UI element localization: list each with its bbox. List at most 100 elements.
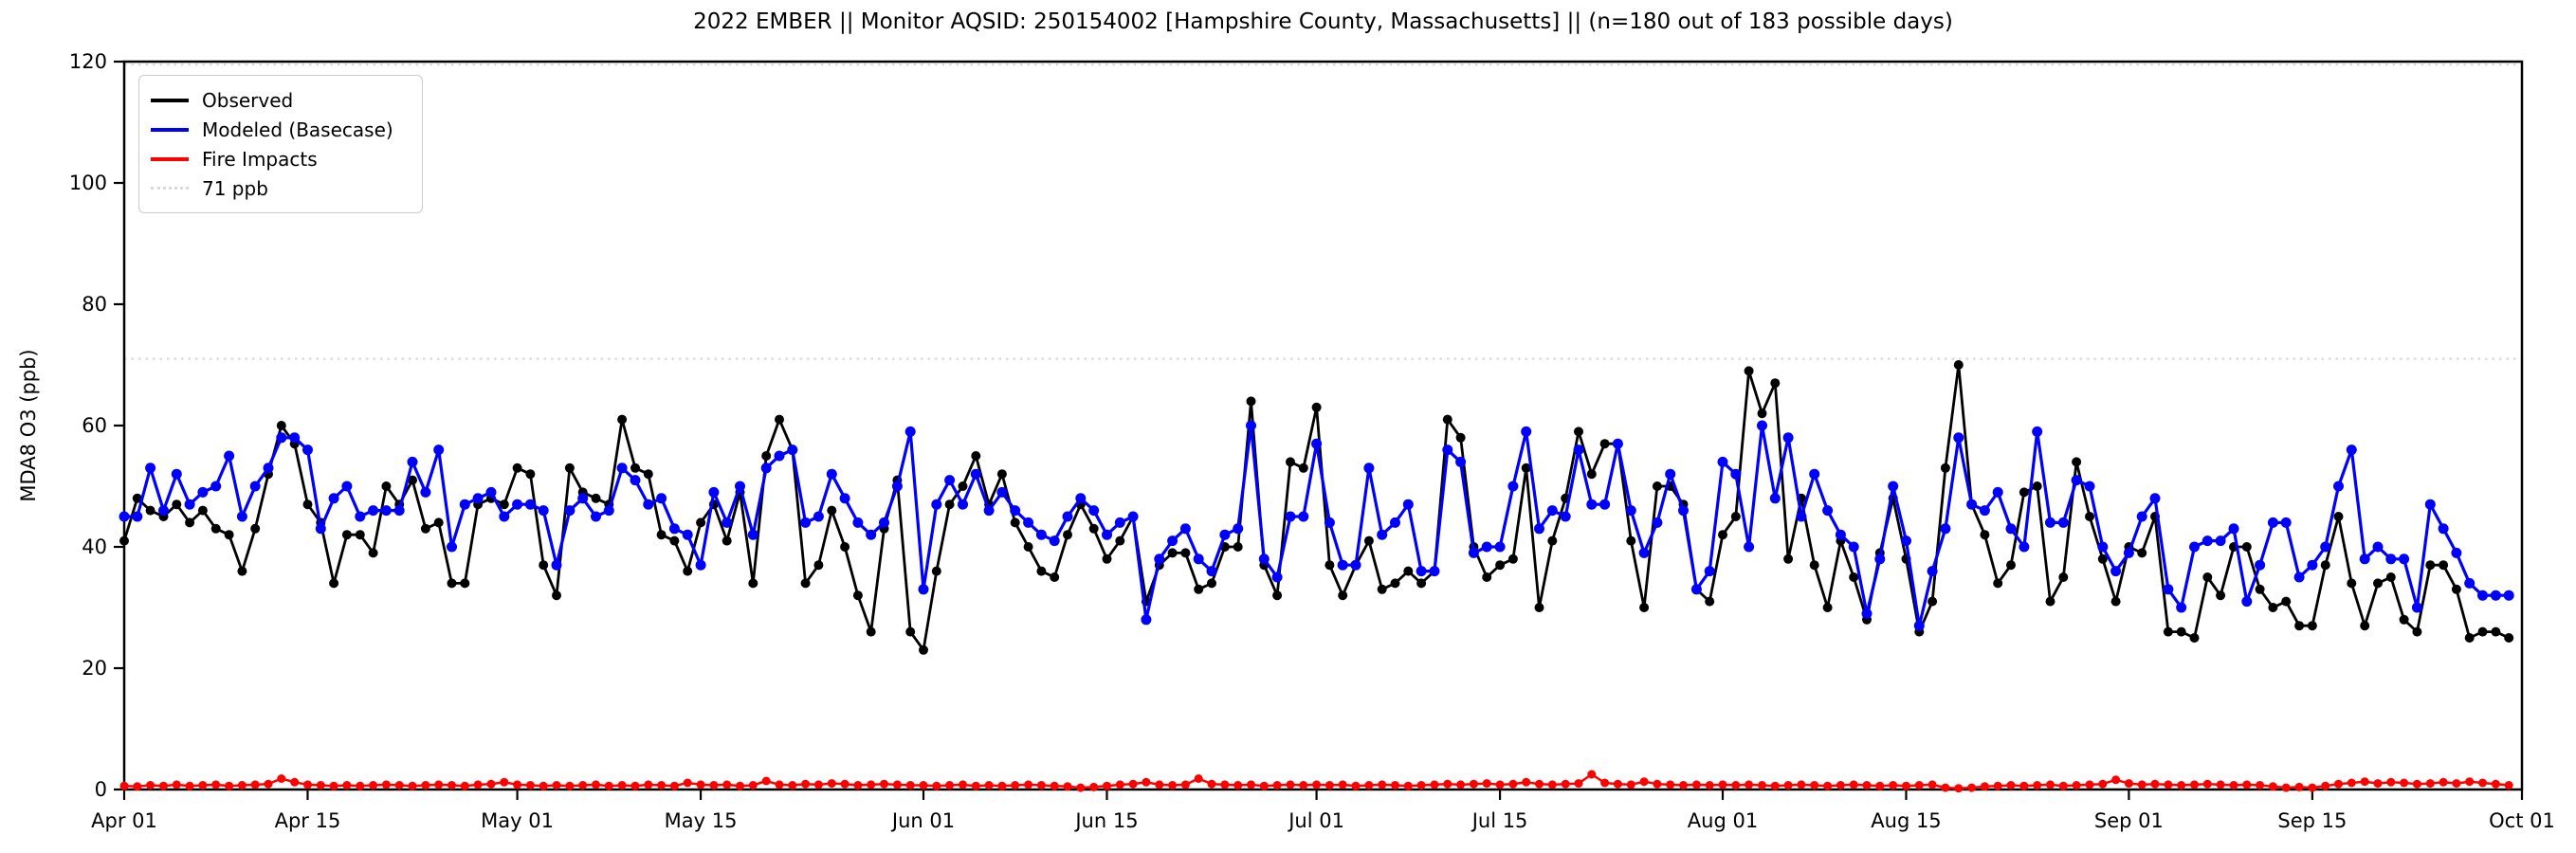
modeled-basecase-marker: [630, 475, 641, 486]
fire-impacts-marker: [2058, 781, 2068, 790]
fire-impacts-marker: [381, 780, 391, 789]
fire-impacts-marker: [172, 780, 181, 789]
modeled-basecase-marker: [302, 445, 313, 456]
modeled-basecase-marker: [1730, 468, 1742, 480]
modeled-basecase-marker: [1874, 554, 1886, 565]
observed-marker: [2333, 512, 2344, 521]
fire-impacts-marker: [1875, 781, 1885, 790]
modeled-basecase-marker: [1704, 566, 1715, 577]
fire-impacts-marker: [2216, 780, 2225, 789]
observed-marker: [381, 481, 392, 491]
modeled-basecase-marker: [236, 511, 247, 522]
modeled-basecase-marker: [2424, 499, 2436, 510]
modeled-basecase-marker: [904, 426, 916, 437]
modeled-basecase-marker: [158, 505, 169, 517]
modeled-basecase-marker: [2477, 590, 2488, 601]
modeled-basecase-marker: [747, 529, 758, 540]
modeled-basecase-marker: [2176, 602, 2187, 613]
modeled-basecase-marker: [1442, 445, 1453, 456]
fire-impacts-marker: [984, 781, 994, 789]
fire-impacts-marker: [1351, 781, 1361, 790]
observed-marker: [1993, 578, 2003, 589]
observed-marker: [852, 590, 863, 601]
fire-impacts-marker: [1679, 781, 1688, 789]
observed-marker: [1953, 360, 1964, 370]
modeled-basecase-marker: [2372, 541, 2384, 553]
observed-marker: [971, 451, 981, 461]
fire-impacts-marker: [513, 780, 522, 789]
fire-impacts-marker: [1691, 780, 1701, 789]
fire-impacts-marker: [1259, 781, 1269, 790]
observed-marker: [302, 499, 313, 510]
fire-impacts-marker: [2202, 779, 2212, 789]
fire-impacts-marker: [1233, 781, 1243, 789]
fire-impacts-marker: [2321, 781, 2330, 790]
modeled-basecase-marker: [499, 511, 510, 522]
observed-marker: [1744, 366, 1754, 376]
y-tick-label: 120: [69, 50, 107, 73]
observed-marker: [1705, 596, 1715, 607]
fire-impacts-marker: [2164, 780, 2173, 789]
modeled-basecase-marker: [1901, 535, 1911, 547]
observed-marker: [420, 523, 430, 534]
modeled-basecase-marker: [800, 517, 812, 528]
fire-impacts-marker: [1535, 779, 1544, 789]
observed-marker: [1246, 396, 1256, 407]
legend-item-threshold: 71 ppb: [151, 173, 409, 203]
observed-marker: [958, 481, 968, 491]
x-tick-label: Apr 15: [275, 809, 341, 832]
fire-impacts-marker: [709, 781, 719, 789]
observed-marker: [1730, 512, 1741, 521]
modeled-basecase-marker: [420, 486, 431, 498]
fire-impacts-marker: [932, 781, 941, 790]
observed-marker: [1088, 523, 1099, 534]
observed-marker: [919, 644, 928, 655]
observed-marker: [408, 475, 417, 485]
fire-impacts-marker: [1325, 781, 1334, 789]
observed-marker: [1849, 572, 1859, 582]
y-tick-label: 100: [69, 172, 107, 194]
modeled-basecase-marker: [1337, 559, 1348, 571]
modeled-basecase-marker: [1521, 426, 1532, 437]
modeled-basecase-marker: [2267, 517, 2278, 528]
modeled-basecase-marker: [1062, 511, 1073, 522]
observed-marker: [1363, 535, 1374, 546]
x-tick-label: Jul 15: [1471, 809, 1528, 832]
modeled-basecase-marker: [197, 486, 209, 498]
modeled-basecase-marker: [1088, 505, 1100, 517]
observed-marker: [1010, 517, 1020, 528]
x-tick-label: Sep 01: [2094, 809, 2164, 832]
modeled-basecase-marker: [1717, 456, 1728, 467]
fire-impacts-marker: [1927, 780, 1937, 789]
fire-impacts-marker: [2425, 779, 2435, 789]
modeled-basecase-marker: [2411, 602, 2422, 613]
modeled-basecase-marker: [1835, 529, 1846, 540]
fire-impacts-marker: [813, 780, 823, 789]
x-tick-label: Oct 01: [2489, 809, 2555, 832]
observed-marker: [2006, 560, 2016, 571]
fire-impacts-marker: [1967, 783, 1977, 792]
modeled-basecase-marker: [813, 511, 824, 522]
fire-impacts-marker: [2439, 777, 2448, 787]
observed-marker: [433, 517, 444, 528]
fire-impacts-marker: [1247, 780, 1255, 789]
fire-impacts-marker: [1220, 780, 1230, 789]
observed-marker: [525, 469, 536, 480]
observed-marker: [132, 493, 142, 503]
modeled-basecase-marker: [1285, 511, 1296, 522]
fire-impacts-marker: [2347, 778, 2356, 788]
fire-impacts-marker: [1403, 781, 1413, 790]
modeled-basecase-marker: [1678, 505, 1689, 517]
fire-impacts-marker: [2386, 777, 2396, 787]
fire-impacts-marker: [133, 782, 142, 791]
modeled-basecase-marker: [1979, 505, 1990, 517]
fire-impacts-marker: [329, 781, 338, 790]
fire-impacts-marker: [2229, 781, 2238, 789]
observed-marker: [905, 626, 916, 637]
modeled-basecase-marker: [2032, 426, 2043, 437]
fire-impacts-marker: [2124, 779, 2133, 789]
fire-impacts-marker: [2360, 777, 2369, 787]
fire-impacts-marker: [316, 781, 325, 789]
observed-marker: [827, 505, 837, 516]
